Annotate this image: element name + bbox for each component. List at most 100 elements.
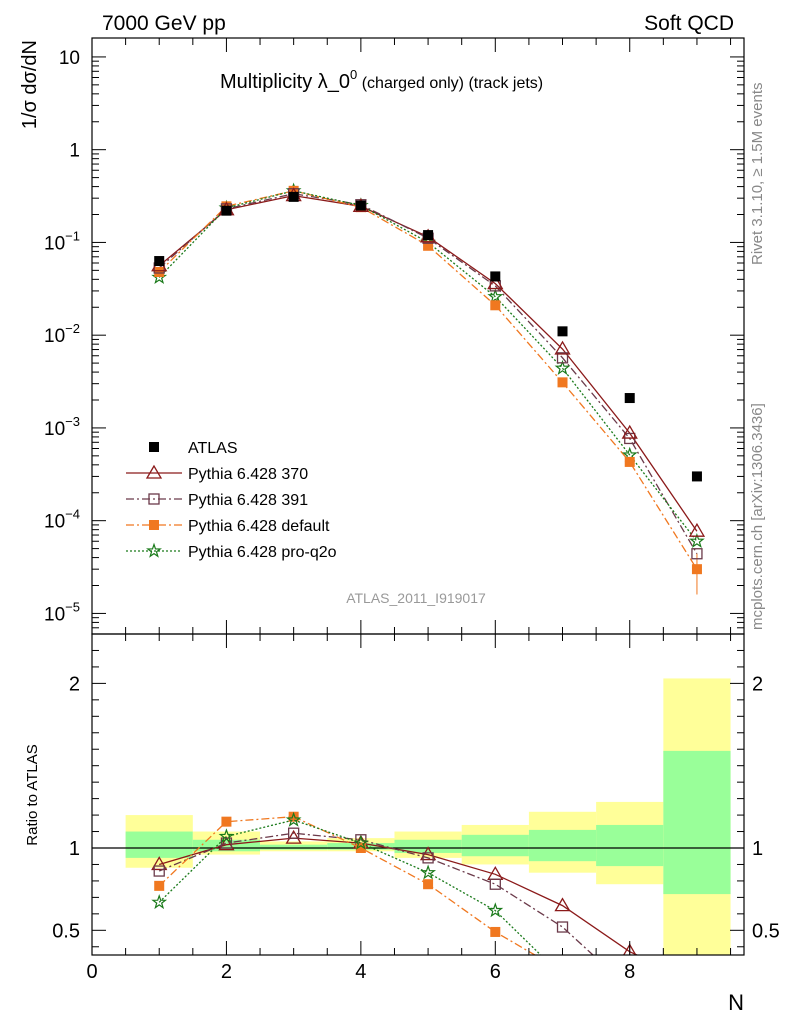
top-y-tick-label: 10−2 xyxy=(44,321,80,347)
ratio-point-3 xyxy=(218,828,235,844)
side-label-bottom: mcplots.cern.ch [arXiv:1306.3436] xyxy=(749,403,766,630)
ratio-point-2 xyxy=(154,880,165,891)
top-y-tick-label: 10−4 xyxy=(44,507,80,533)
ratio-point-0 xyxy=(622,943,637,955)
top-y-tick-label-exponent: −4 xyxy=(65,507,80,522)
top-y-tick-label: 10 xyxy=(59,48,80,69)
data-point-3 xyxy=(691,564,702,575)
x-tick-label: 2 xyxy=(221,961,232,983)
legend-marker xyxy=(145,464,163,479)
ratio-line-3 xyxy=(158,819,542,955)
ratio-point-1 xyxy=(153,865,165,877)
top-y-tick-label-base: 10 xyxy=(44,604,65,625)
uncertainty-band-inner xyxy=(192,839,261,852)
ratio-point-2 xyxy=(355,843,366,853)
top-y-tick-label-base: 1 xyxy=(69,141,80,162)
uncertainty-band-inner xyxy=(125,831,193,858)
data-point-1 xyxy=(621,424,638,439)
series-line-2 xyxy=(158,193,698,555)
ratio-point-1 xyxy=(556,921,569,933)
x-tick-label: 6 xyxy=(490,961,501,983)
ratio-y-tick-label-right: 1 xyxy=(752,838,763,860)
data-point-1 xyxy=(554,340,571,355)
ratio-point-1 xyxy=(220,837,233,849)
uncertainty-band-inner xyxy=(260,844,328,850)
ratio-plot: 0.5 0.5 1 1 2 2 0 2 4 6 8 xyxy=(52,633,780,983)
x-tick-label: 4 xyxy=(355,961,366,983)
data-point-0 xyxy=(557,326,568,337)
top-y-tick-label: 10−3 xyxy=(44,414,80,440)
legend-label: Pythia 6.428 370 xyxy=(188,466,308,483)
top-y-tick-label-base: 10 xyxy=(44,419,65,440)
legend-marker xyxy=(148,493,160,505)
header-right: Soft QCD xyxy=(644,12,734,35)
legend-label: ATLAS xyxy=(188,440,238,457)
uncertainty-band-inner xyxy=(461,834,529,857)
top-y-tick-label-base: 10 xyxy=(44,233,65,254)
top-y-tick-label-base: 10 xyxy=(44,512,65,533)
ratio-y-tick-label-left: 0.5 xyxy=(52,920,80,942)
side-label-top: Rivet 3.1.10, ≥ 1.5M events xyxy=(749,83,766,266)
uncertainty-band-inner xyxy=(663,750,731,895)
legend-label: Pythia 6.428 pro-q2o xyxy=(188,544,337,561)
data-point-0 xyxy=(624,393,635,404)
data-point-3 xyxy=(154,266,165,277)
legend-label: Pythia 6.428 default xyxy=(188,518,330,535)
ratio-y-tick-label-left: 2 xyxy=(69,673,80,695)
analysis-tag: ATLAS_2011_I919017 xyxy=(346,590,486,606)
ratio-point-0 xyxy=(151,856,168,871)
data-point-3 xyxy=(490,300,501,311)
x-tick-label: 0 xyxy=(86,961,97,983)
data-point-4 xyxy=(554,359,571,375)
top-y-tick-label-exponent: −2 xyxy=(65,321,80,336)
data-point-3 xyxy=(624,456,635,467)
data-point-4 xyxy=(487,288,504,304)
ratio-point-0 xyxy=(285,829,302,844)
ratio-point-0 xyxy=(554,897,571,912)
data-point-0 xyxy=(423,230,434,241)
top-y-tick-label-exponent: −5 xyxy=(65,599,80,614)
ratio-line-1 xyxy=(158,832,594,955)
data-point-0 xyxy=(288,191,299,202)
data-point-3 xyxy=(288,185,299,196)
x-axis-label: N xyxy=(728,990,744,1015)
plot-title: Multiplicity λ_00 (charged only) (track … xyxy=(220,67,543,93)
x-tick-label: 8 xyxy=(624,961,635,983)
ratio-point-3 xyxy=(420,864,437,880)
ratio-point-3 xyxy=(487,902,504,918)
data-point-1 xyxy=(688,522,706,537)
data-point-3 xyxy=(423,240,434,251)
ratio-y-axis-label: Ratio to ATLAS xyxy=(24,744,41,845)
legend-marker xyxy=(149,520,159,530)
ratio-y-tick-label-right: 0.5 xyxy=(752,920,780,942)
ratio-line-0 xyxy=(159,837,639,955)
top-plot: Multiplicity λ_00 (charged only) (track … xyxy=(44,37,745,635)
ratio-point-2 xyxy=(490,926,501,937)
plot-title-superscript: 0 xyxy=(350,67,357,82)
ratio-point-3 xyxy=(285,811,302,827)
ratio-point-3 xyxy=(352,834,369,850)
ratio-y-tick-label-right: 2 xyxy=(752,673,763,695)
data-point-0 xyxy=(490,271,501,282)
data-point-3 xyxy=(557,377,568,388)
top-y-tick-label-base: 10 xyxy=(44,326,65,347)
top-y-tick-label-base: 10 xyxy=(59,48,80,69)
ratio-point-2 xyxy=(423,879,434,890)
ratio-y-tick-label-left: 1 xyxy=(69,838,80,860)
top-y-axis-label: 1/σ dσ/dN xyxy=(19,40,41,129)
plot-title-main: Multiplicity λ_0 xyxy=(220,71,350,93)
ratio-point-3 xyxy=(151,893,168,910)
ratio-point-1 xyxy=(422,852,434,864)
uncertainty-band-inner xyxy=(528,829,597,862)
series-line-4 xyxy=(158,190,698,542)
top-y-tick-label: 10−1 xyxy=(44,228,80,254)
plot-title-rest: (charged only) (track jets) xyxy=(357,75,543,92)
data-point-1 xyxy=(487,275,504,290)
ratio-plot-frame xyxy=(91,633,745,956)
data-point-2 xyxy=(556,352,569,364)
ratio-point-0 xyxy=(218,836,235,851)
top-y-tick-label-exponent: −3 xyxy=(65,414,80,429)
ratio-point-0 xyxy=(419,846,437,861)
ratio-point-2 xyxy=(221,816,232,827)
